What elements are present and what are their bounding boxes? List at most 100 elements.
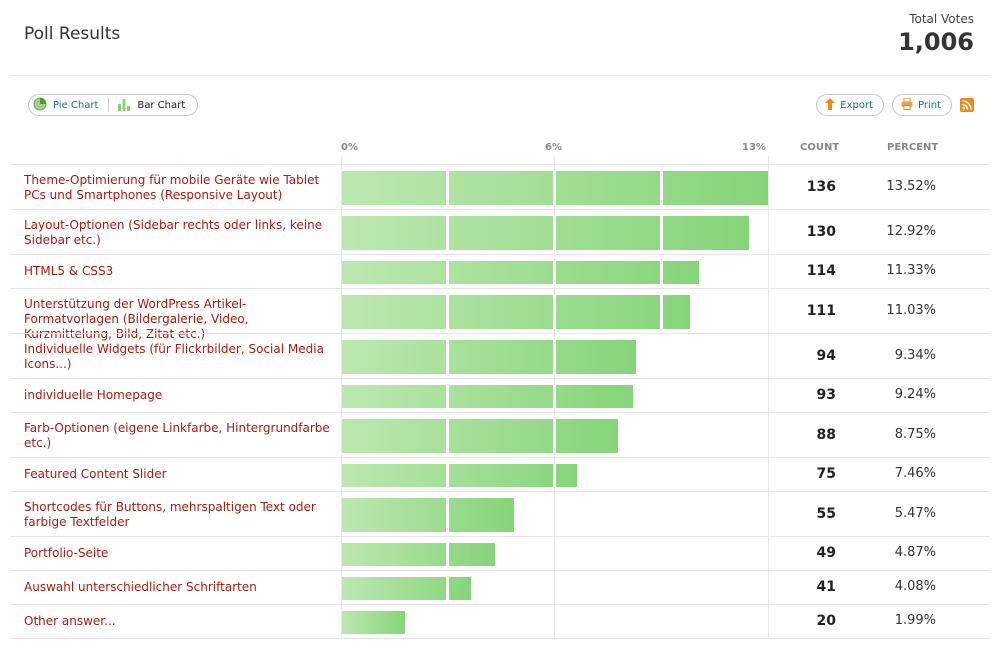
row-divider [10,333,990,334]
bar-segment-divider [446,464,449,487]
gridline-13 [768,156,769,638]
bar-segment-divider [660,295,663,329]
result-row: Unterstützung der WordPress Artikel-Form… [10,289,990,341]
gridline-0 [341,156,342,638]
row-divider [10,288,990,289]
row-divider [10,570,990,571]
bar-segment-divider [553,216,556,250]
result-row: Layout-Optionen (Sidebar rechts oder lin… [10,210,990,255]
row-divider [10,604,990,605]
vote-count: 111 [806,302,836,319]
toggle-separator [108,98,110,112]
vote-percent: 11.03% [886,302,936,318]
bar-segment-divider [553,261,556,284]
bar-segment-divider [553,171,556,205]
bar-chart-icon [117,97,131,114]
result-row: Portfolio-Seite 49 4.87% [10,537,990,571]
answer-label[interactable]: Auswahl unterschiedlicher Schriftarten [24,580,257,594]
bar-track [342,216,768,250]
result-bar [342,543,495,566]
bar-track [342,611,768,634]
result-row: Farb-Optionen (eigene Linkfarbe, Hinterg… [10,413,990,458]
bar-segment-divider [446,261,449,284]
bar-track [342,543,768,566]
bar-segment-divider [446,498,449,532]
row-divider [10,536,990,537]
result-bar [342,419,618,453]
vote-count: 88 [816,426,836,443]
bar-segment-divider [553,385,556,408]
row-divider [10,457,990,458]
answer-label[interactable]: Unterstützung der WordPress Artikel-Form… [24,296,249,341]
bar-segment-divider [446,340,449,374]
answer-label[interactable]: Other answer... [24,614,116,628]
result-row: Theme-Optimierung für mobile Geräte wie … [10,165,990,210]
answer-label[interactable]: Shortcodes für Buttons, mehrspaltigen Te… [24,499,316,529]
vote-count: 130 [806,223,836,240]
pie-chart-icon [33,97,47,114]
bar-track [342,498,768,532]
result-actions: Export Print [816,94,974,116]
answer-label[interactable]: Theme-Optimierung für mobile Geräte wie … [24,172,320,202]
vote-percent: 13.52% [886,178,936,194]
bar-track [342,419,768,453]
vote-percent: 4.87% [894,545,936,560]
bar-segment-divider [446,295,449,329]
bar-segment-divider [553,464,556,487]
bar-segment-divider [660,261,663,284]
axis-tick-13: 13% [742,142,766,153]
result-row: individuelle Homepage 93 9.24% [10,379,990,413]
answer-label[interactable]: Portfolio-Seite [24,546,109,560]
print-button[interactable]: Print [891,94,952,116]
vote-count: 75 [816,466,836,482]
axis-tick-0: 0% [341,142,358,153]
bar-track [342,385,768,408]
vote-percent: 4.08% [894,579,936,594]
row-divider [10,254,990,255]
bar-segment-divider [446,385,449,408]
percent-column-header: PERCENT [887,142,939,153]
vote-percent: 8.75% [894,426,936,442]
bar-segment-divider [446,543,449,566]
vote-percent: 5.47% [894,505,936,521]
bar-track [342,577,768,600]
poll-header: Poll Results Total Votes 1,006 [0,0,1000,76]
answer-label[interactable]: individuelle Homepage [24,388,163,402]
answer-label[interactable]: HTML5 & CSS3 [24,264,114,278]
answer-label[interactable]: Individuelle Widgets (für Flickrbilder, … [24,341,324,371]
answer-label[interactable]: Featured Content Slider [24,467,167,481]
total-votes-value: 1,006 [898,28,974,56]
bar-chart-button[interactable]: Bar Chart [109,95,197,115]
result-bar [342,464,577,487]
result-row: Individuelle Widgets (für Flickrbilder, … [10,334,990,379]
result-bar [342,216,749,250]
answer-label[interactable]: Farb-Optionen (eigene Linkfarbe, Hinterg… [24,420,330,450]
result-bar [342,295,690,329]
vote-percent: 1.99% [894,613,936,628]
bar-track [342,295,768,329]
header-divider [10,75,990,76]
result-bar [342,577,471,600]
vote-percent: 11.33% [886,263,936,278]
bar-segment-divider [553,295,556,329]
bar-segment-divider [446,216,449,250]
export-button[interactable]: Export [816,94,884,116]
bar-segment-divider [446,577,449,600]
bar-track [342,171,768,205]
bar-track [342,464,768,487]
answer-label[interactable]: Layout-Optionen (Sidebar rechts oder lin… [24,217,323,247]
bar-chart-label: Bar Chart [137,99,186,111]
rss-feed-icon[interactable] [960,98,974,112]
result-row: Featured Content Slider 75 7.46% [10,458,990,492]
vote-percent: 7.46% [894,466,936,481]
vote-count: 41 [816,579,836,595]
vote-count: 55 [816,505,836,522]
pie-chart-button[interactable]: Pie Chart [29,95,108,115]
print-label: Print [917,99,941,111]
export-label: Export [840,99,873,111]
bar-track [342,340,768,374]
result-bar [342,171,768,205]
vote-count: 136 [806,178,836,195]
result-row: Other answer... 20 1.99% [10,605,990,639]
bar-segment-divider [553,419,556,453]
